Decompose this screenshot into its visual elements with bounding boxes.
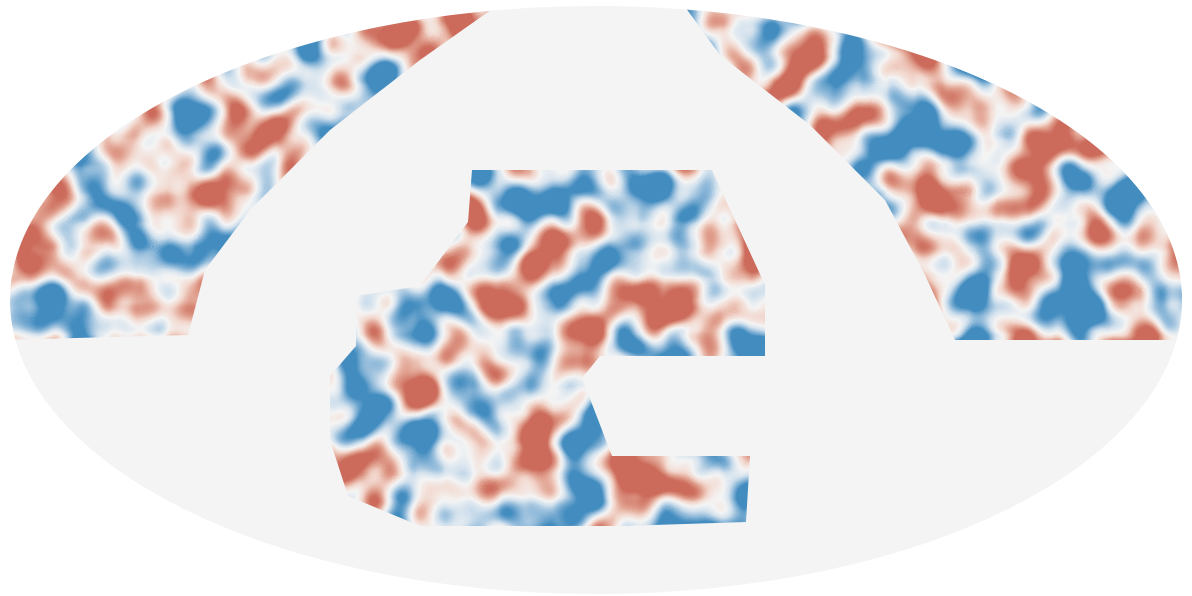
sky-map bbox=[0, 0, 1192, 596]
page bbox=[0, 0, 1192, 596]
